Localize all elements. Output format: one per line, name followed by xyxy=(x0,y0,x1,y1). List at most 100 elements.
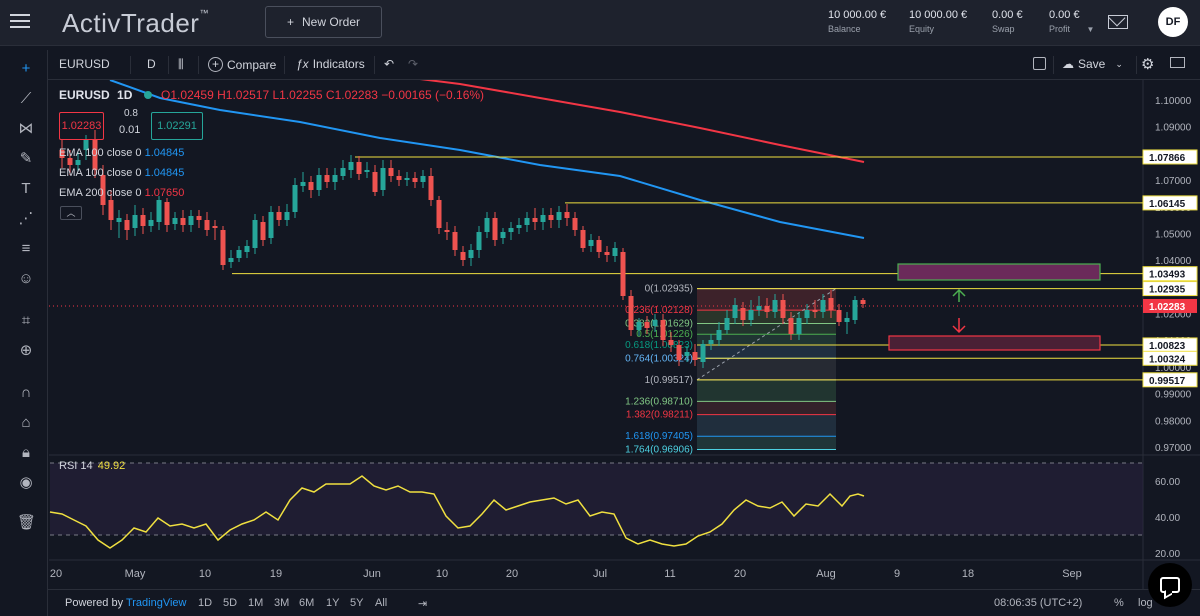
candle-body xyxy=(67,158,73,165)
rsi-label: RSI xyxy=(59,460,78,472)
zoom-in-icon[interactable]: ⊕ xyxy=(19,342,33,359)
magnet-icon[interactable]: ∩ xyxy=(20,384,32,401)
range-6m[interactable]: 6M xyxy=(299,597,315,609)
candle-body xyxy=(740,308,746,320)
crosshair-icon[interactable]: + xyxy=(21,60,31,77)
level-price-tag xyxy=(1142,281,1198,297)
interval-selector[interactable]: D xyxy=(147,57,156,71)
candle-body xyxy=(804,310,810,318)
pattern-icon[interactable]: ⋰ xyxy=(18,210,34,227)
log-toggle[interactable]: log xyxy=(1138,597,1153,609)
time-tick-label: 20 xyxy=(506,568,518,580)
level-price-label: 1.00324 xyxy=(1149,354,1186,365)
buy-price-button[interactable]: 1.02291 xyxy=(151,112,203,140)
menu-icon[interactable] xyxy=(10,14,30,30)
candle-body xyxy=(540,215,546,222)
lock-icon[interactable]: 🔒︎ xyxy=(22,444,30,461)
profit-stat[interactable]: 0.00 € Profit ▼ xyxy=(1049,9,1094,34)
candle-body xyxy=(124,220,130,230)
range-1m[interactable]: 1M xyxy=(248,597,264,609)
price-chart[interactable]: 1.100001.090001.080001.070001.060001.050… xyxy=(49,80,1200,589)
ema-label: EMA 200 close 0 xyxy=(59,187,142,199)
emoji-icon[interactable]: ☺ xyxy=(18,270,34,287)
fib-level-label: 0.618(1.00823) xyxy=(625,340,693,351)
profit-label: Profit ▼ xyxy=(1049,24,1095,34)
fx-icon: ƒx xyxy=(296,57,309,71)
price-tick-label: 1.09000 xyxy=(1155,123,1192,134)
symbol-selector[interactable]: EURUSD xyxy=(59,57,110,71)
fullscreen-icon[interactable] xyxy=(1170,57,1185,68)
candles-icon[interactable]: ⫼ xyxy=(178,57,184,71)
candle-body xyxy=(596,240,602,252)
candle-body xyxy=(196,216,202,220)
fib-level-label: 1.764(0.96906) xyxy=(625,445,693,456)
chat-button[interactable] xyxy=(1148,563,1192,607)
spread-top: 0.8 xyxy=(124,108,138,119)
redo-icon[interactable]: ↷ xyxy=(408,57,419,71)
mail-icon[interactable] xyxy=(1108,15,1128,29)
collapse-legend-icon[interactable]: ︿ xyxy=(60,206,82,220)
sell-price-button[interactable]: 1.02283 xyxy=(59,112,104,140)
date-range-icon[interactable]: ⇥ xyxy=(418,598,428,610)
candle-body xyxy=(796,318,802,334)
candle-body xyxy=(388,168,394,176)
undo-icon[interactable]: ↶ xyxy=(384,57,395,71)
ema-legend-3[interactable]: EMA 200 close 0 1.07650 xyxy=(59,187,184,199)
candle-body xyxy=(732,305,738,318)
brand-link[interactable]: TradingView xyxy=(125,597,187,609)
indicators-button[interactable]: ƒx Indicators xyxy=(296,57,365,71)
candle-body xyxy=(332,175,338,182)
time-tick-label: May xyxy=(125,568,146,580)
range-1d[interactable]: 1D xyxy=(198,597,213,609)
time-tick-label: 19 xyxy=(270,568,282,580)
profit-value: 0.00 € xyxy=(1049,9,1080,21)
range-3m[interactable]: 3M xyxy=(274,597,290,609)
range-5y[interactable]: 5Y xyxy=(350,597,364,609)
range-1y[interactable]: 1Y xyxy=(326,597,340,609)
clock[interactable]: 08:06:35 (UTC+2) xyxy=(994,597,1083,609)
range-5d[interactable]: 5D xyxy=(223,597,238,609)
save-label: Save xyxy=(1078,57,1106,71)
range-all[interactable]: All xyxy=(375,597,388,609)
brush-icon[interactable]: ✎ xyxy=(19,150,33,167)
candle-body xyxy=(628,296,634,330)
save-button[interactable]: ☁ Save ⌄ xyxy=(1062,57,1123,71)
equity-label: Equity xyxy=(909,24,935,34)
fib-level-label: 0.382(1.01629) xyxy=(625,318,693,329)
percent-toggle[interactable]: % xyxy=(1114,597,1124,609)
time-tick-label: 9 xyxy=(894,568,900,580)
fib-tool-icon[interactable]: ⋈ xyxy=(18,120,34,137)
text-icon[interactable]: T xyxy=(21,180,31,197)
compare-button[interactable]: + Compare xyxy=(208,57,276,72)
lock-draw-icon[interactable]: ⌂ xyxy=(21,414,31,431)
forecast-icon[interactable]: ≡ xyxy=(21,240,31,257)
candle-body xyxy=(580,230,586,248)
fib-band xyxy=(697,436,836,450)
time-tick-label: 10 xyxy=(436,568,448,580)
candle-body xyxy=(708,340,714,344)
ema-legend-2[interactable]: EMA 100 close 0 1.04845 xyxy=(59,167,184,179)
level-price-tag xyxy=(1142,266,1198,282)
candle-body xyxy=(404,178,410,180)
rsi-legend[interactable]: RSI 14 49.92 xyxy=(59,460,125,472)
level-price-tag xyxy=(1142,372,1198,388)
rsi-length: 14 xyxy=(80,460,93,472)
ema-legend-1[interactable]: EMA 100 close 0 1.04845 xyxy=(59,147,184,159)
time-tick-label: Jul xyxy=(593,568,607,580)
ohlc-close: C1.02283 xyxy=(325,88,378,102)
candle-body xyxy=(428,176,434,200)
legend-symbol: EURUSD xyxy=(59,88,110,102)
new-order-button[interactable]: + New Order xyxy=(265,6,382,38)
candle-body xyxy=(276,212,282,220)
ruler-icon[interactable]: ⌗ xyxy=(21,312,31,329)
trash-icon[interactable]: 🗑︎ xyxy=(17,514,37,531)
layout-icon[interactable] xyxy=(1033,57,1046,70)
eye-icon[interactable]: ◉ xyxy=(19,474,33,491)
swap-value: 0.00 € xyxy=(992,9,1023,21)
fib-level-label: 0.764(1.00324) xyxy=(625,353,693,364)
avatar[interactable]: DF xyxy=(1158,7,1188,37)
trend-line-icon[interactable]: ⟋ xyxy=(20,90,32,107)
powered-by[interactable]: Powered by TradingView xyxy=(65,597,187,609)
candle-body xyxy=(644,322,650,328)
gear-icon[interactable]: ⚙ xyxy=(1141,56,1155,73)
